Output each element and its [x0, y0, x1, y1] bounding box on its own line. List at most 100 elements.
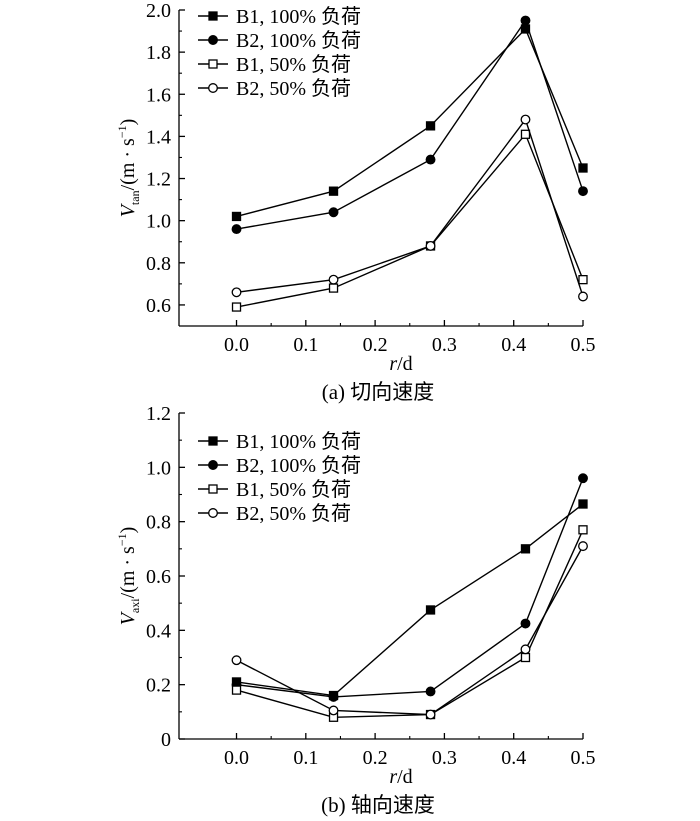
legend-label: B2, 100% 负荷: [236, 29, 361, 52]
x-tick-label: 0.0: [224, 747, 249, 769]
y-tick-label: 1.2: [146, 403, 171, 425]
chart-panel-b: 0 0.2 0.4 0.6 0.8 1.0 1.2 0.0 0.1 0.2 0.3 0.4 0.5 r/d…: [115, 403, 596, 817]
data-point: [578, 291, 588, 302]
x-axis-label: r/d: [389, 353, 412, 375]
chart-caption: (b) 轴向速度: [321, 793, 435, 817]
data-point: [520, 618, 531, 629]
y-tick-label: 0.6: [146, 566, 171, 588]
y-axis-label-sup: −1: [115, 533, 129, 546]
x-tick-label: 0.5: [571, 334, 596, 356]
y-tick-label: 1.2: [146, 169, 171, 191]
data-point: [520, 652, 531, 663]
y-tick-label: 0.4: [146, 620, 171, 642]
legend-marker: [208, 508, 218, 518]
x-axis-label-rest: /d: [397, 766, 413, 788]
data-point: [328, 283, 339, 293]
legend-marker: [208, 436, 218, 446]
data-point: [578, 473, 588, 484]
legend-label: B1, 100% 负荷: [236, 430, 361, 453]
y-tick-label: 0: [161, 729, 171, 751]
data-point: [231, 302, 242, 312]
data-point: [578, 275, 588, 285]
legend-marker: [208, 83, 218, 93]
x-tick-label: 0.3: [432, 747, 457, 769]
data-point: [425, 709, 436, 720]
data-point: [425, 240, 436, 251]
legend-marker: [208, 460, 218, 470]
y-tick-label: 0.6: [146, 295, 171, 317]
data-point: [328, 186, 339, 196]
y-axis-label: Vtan/(m · s−1): [115, 119, 142, 218]
y-tick-label: 1.6: [146, 84, 171, 106]
legend-marker: [208, 59, 218, 69]
y-axis-label-unit: /(m · s: [117, 138, 139, 190]
x-tick-label: 0.5: [571, 747, 596, 769]
x-tick-label: 0.2: [363, 334, 388, 356]
data-point: [231, 685, 242, 695]
data-point: [425, 605, 436, 615]
legend-label: B2, 100% 负荷: [236, 454, 361, 477]
series-1: [231, 499, 588, 701]
chart-caption: (a) 切向速度: [322, 380, 435, 404]
series-line: [236, 118, 584, 297]
y-tick-label: 1.0: [146, 457, 171, 479]
y-axis-label-close: ): [117, 527, 139, 534]
data-point: [425, 121, 436, 131]
data-point: [520, 129, 531, 139]
y-axis-label-sup: −1: [115, 125, 129, 138]
data-point: [231, 655, 242, 666]
y-axis-label-sub: tan: [128, 190, 142, 205]
data-point: [578, 525, 588, 535]
legend-label: B1, 100% 负荷: [236, 5, 361, 28]
data-point: [578, 499, 588, 509]
y-axis-label-unit: /(m · s: [117, 546, 139, 598]
data-point: [328, 705, 339, 716]
x-tick-label: 0.4: [501, 747, 526, 769]
series-line: [236, 503, 584, 697]
x-tick-label: 0.4: [501, 334, 526, 356]
x-axis-label-var: r: [389, 353, 397, 375]
series-4: [231, 541, 588, 720]
x-tick-label: 0.3: [432, 334, 457, 356]
x-tick-label: 0.0: [224, 334, 249, 356]
legend-label: B2, 50% 负荷: [236, 77, 351, 100]
chart-panel-a: 0.6 0.8 1.0 1.2 1.4 1.6 1.8 2.0 0.0 0.1 0.2 0.3 0.4 0…: [115, 0, 596, 404]
y-axis-label-var: V: [117, 610, 139, 625]
data-point: [328, 691, 339, 702]
data-point: [328, 207, 339, 218]
data-point: [328, 274, 339, 285]
data-point: [425, 686, 436, 697]
data-point: [231, 211, 242, 222]
data-point: [231, 287, 242, 298]
x-tick-label: 0.1: [293, 334, 318, 356]
data-point: [578, 186, 588, 197]
data-point: [520, 644, 531, 655]
x-tick-label: 0.1: [293, 747, 318, 769]
series-4: [231, 114, 588, 302]
data-point: [231, 224, 242, 235]
y-axis-label-var: V: [117, 202, 139, 217]
y-tick-label: 1.8: [146, 42, 171, 64]
data-point: [425, 154, 436, 165]
y-axis-label-sub: axi: [128, 598, 142, 613]
x-tick-label: 0.2: [363, 747, 388, 769]
data-point: [578, 541, 588, 552]
y-axis-label: Vaxi/(m · s−1): [115, 527, 142, 626]
legend-label: B2, 50% 负荷: [236, 502, 351, 525]
y-axis-label-close: ): [117, 119, 139, 126]
y-tick-label: 0.8: [146, 512, 171, 534]
legend-marker: [208, 35, 218, 45]
y-tick-label: 1.4: [146, 126, 171, 148]
series-2: [231, 15, 588, 235]
data-point: [520, 15, 531, 26]
legend-marker: [208, 484, 218, 494]
legend-label: B1, 50% 负荷: [236, 53, 351, 76]
data-point: [520, 544, 531, 554]
data-point: [578, 163, 588, 173]
y-tick-label: 1.0: [146, 211, 171, 233]
y-tick-label: 2.0: [146, 0, 171, 22]
x-axis-label-var: r: [389, 766, 397, 788]
